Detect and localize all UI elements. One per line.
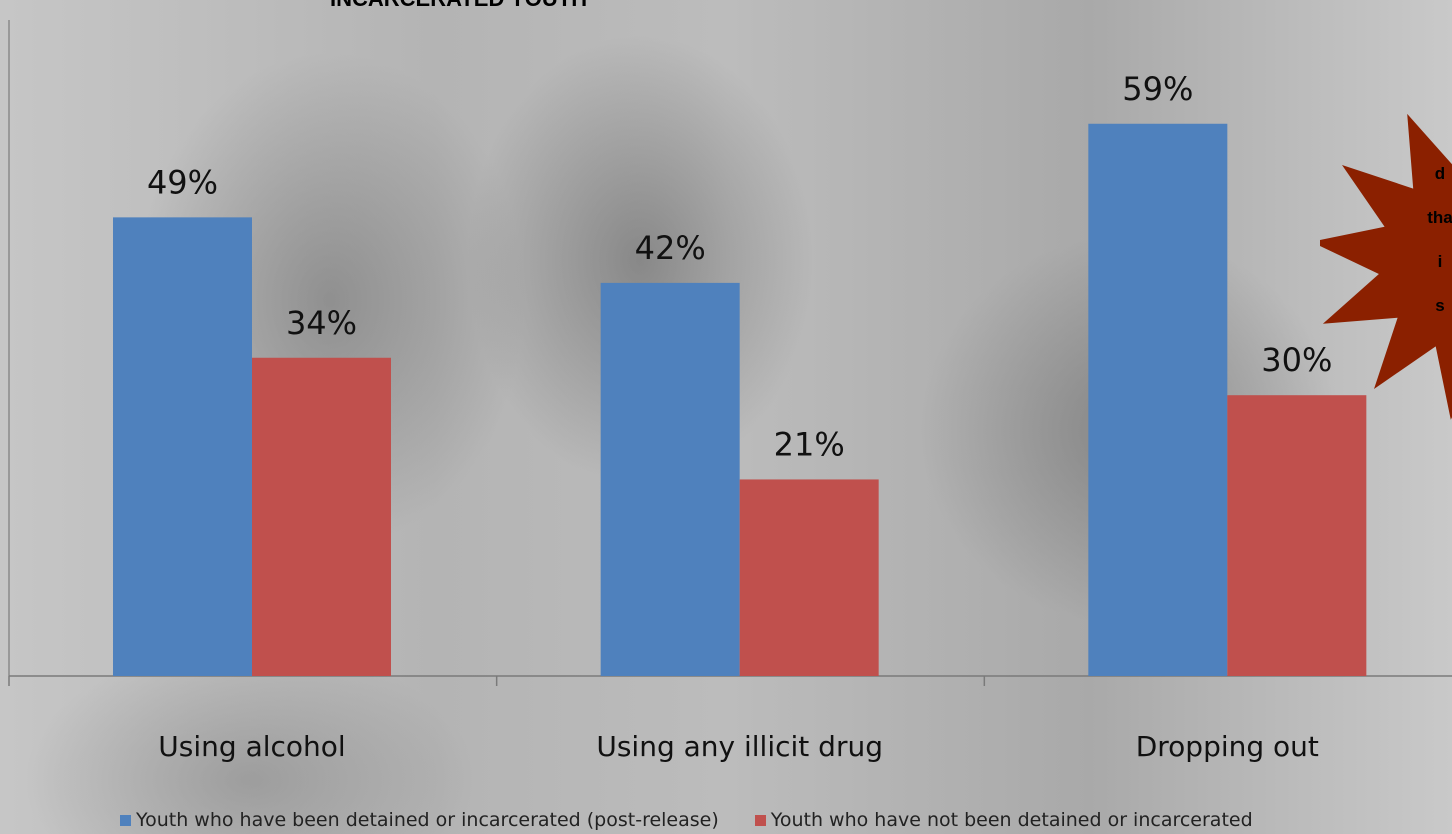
legend-item: Youth who have been detained or incarcer…	[120, 809, 719, 831]
starburst-shape	[1320, 113, 1452, 420]
bars	[113, 123, 1367, 677]
data-label: 21%	[774, 425, 845, 463]
starburst-callout	[1320, 96, 1452, 426]
category-label: Using any illicit drug	[596, 730, 883, 763]
category-label: Dropping out	[1136, 730, 1319, 763]
category-label: Using alcohol	[158, 730, 345, 763]
x-axis-ticks	[8, 676, 986, 686]
legend-swatch-blue	[120, 814, 131, 826]
data-label: 42%	[635, 229, 706, 267]
legend-item: Youth who have not been detained or inca…	[754, 809, 1253, 831]
data-label: 49%	[147, 163, 218, 201]
data-label: 30%	[1261, 341, 1332, 379]
legend-label: Youth who have not been detained or inca…	[770, 809, 1253, 831]
data-label: 59%	[1122, 70, 1193, 108]
bar-detained	[600, 282, 740, 676]
bar-detained	[113, 217, 252, 677]
bar-not-detained	[252, 357, 391, 676]
callout-fragment: s	[1435, 296, 1445, 315]
callout-fragment: d	[1434, 164, 1446, 183]
category-labels: Using alcohol Using any illicit drug Dropp…	[158, 730, 1319, 763]
legend-label: Youth who have been detained or incarcer…	[136, 809, 719, 831]
data-label: 34%	[286, 304, 357, 342]
callout-fragment: tha	[1427, 208, 1452, 227]
legend: Youth who have been detained or incarcer…	[120, 808, 1253, 832]
callout-fragment: i	[1437, 252, 1443, 271]
bar-not-detained	[739, 479, 879, 676]
chart-title: INCARCERATED YOUTH	[330, 0, 587, 12]
data-labels: 49% 34% 42% 21% 59% 30%	[147, 70, 1332, 464]
legend-swatch-red	[754, 814, 766, 826]
bar-detained	[1088, 123, 1228, 676]
bar-not-detained	[1227, 395, 1367, 676]
starburst-callout-text: d tha i s	[1370, 152, 1452, 328]
